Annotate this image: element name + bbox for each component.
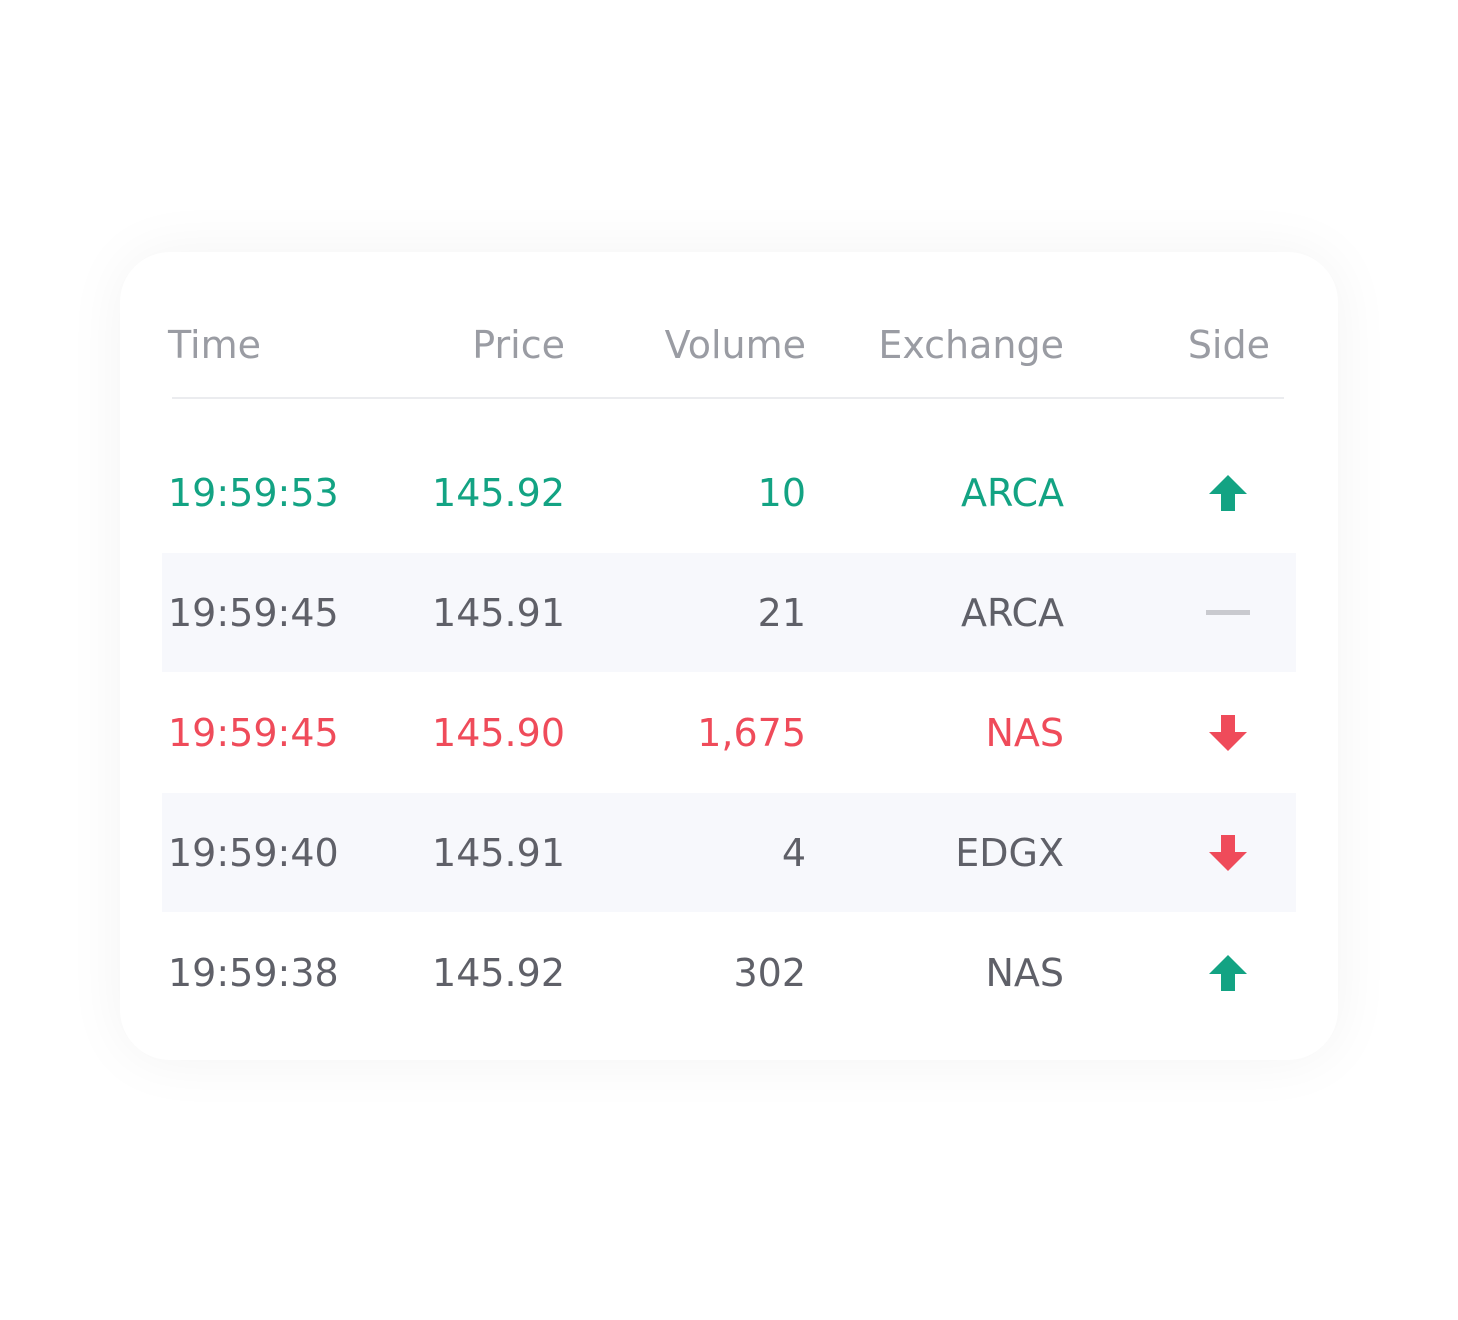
row-stripe	[162, 553, 1296, 672]
side-icon	[1209, 955, 1247, 991]
header-divider	[172, 397, 1284, 399]
side-icon	[1209, 715, 1247, 751]
trades-card: Time Price Volume Exchange Side 19:59:53 145.9…	[120, 252, 1338, 1060]
table-cell: 145.92	[432, 471, 565, 515]
side-arrow	[1209, 835, 1247, 871]
side-arrow	[1209, 475, 1247, 511]
column-header: Exchange	[878, 323, 1064, 367]
table-cell: 19:59:53	[168, 471, 339, 515]
column-header: Volume	[664, 323, 806, 367]
table-cell: 302	[733, 951, 806, 995]
table-cell: 145.92	[432, 951, 565, 995]
side-arrow	[1206, 610, 1250, 615]
table-cell: NAS	[985, 951, 1064, 995]
table-cell: 145.90	[432, 711, 565, 755]
side-arrow	[1209, 715, 1247, 751]
side-arrow	[1209, 955, 1247, 991]
table-cell: ARCA	[960, 471, 1064, 515]
side-icon	[1206, 610, 1250, 615]
table-cell: 145.91	[432, 591, 565, 635]
table-cell: 10	[757, 471, 806, 515]
row-stripe	[162, 793, 1296, 912]
column-header: Side	[1187, 323, 1270, 367]
side-icon	[1209, 475, 1247, 511]
table-cell: NAS	[985, 711, 1064, 755]
table-cell: 1,675	[697, 711, 806, 755]
table-cell: 19:59:45	[168, 591, 339, 635]
table-cell: 19:59:38	[168, 951, 339, 995]
table-cell: 19:59:40	[168, 831, 339, 875]
side-icon	[1209, 835, 1247, 871]
column-header: Price	[472, 323, 565, 367]
table-cell: 21	[757, 591, 806, 635]
table-cell: EDGX	[955, 831, 1064, 875]
table-cell: ARCA	[960, 591, 1064, 635]
table-cell: 145.91	[432, 831, 565, 875]
column-header: Time	[168, 323, 261, 367]
table-cell: 19:59:45	[168, 711, 339, 755]
table-cell: 4	[781, 831, 806, 875]
